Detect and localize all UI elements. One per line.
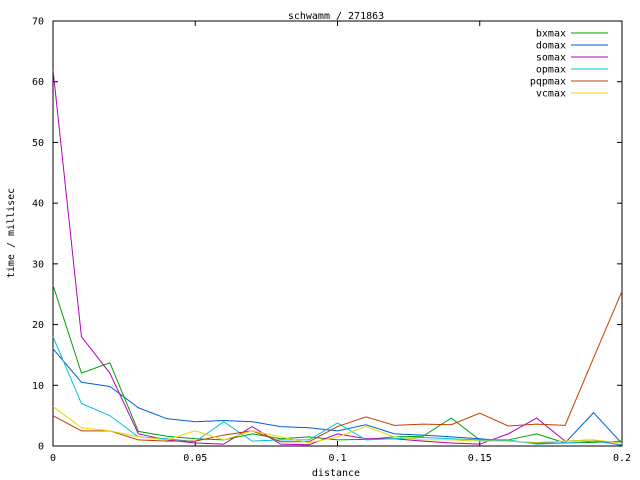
series-line-pqpmax: [52, 290, 623, 443]
series-line-bxmax: [52, 284, 623, 444]
series-line-opmax: [52, 336, 623, 446]
y-tick-label: 70: [32, 17, 44, 28]
legend-label-opmax: opmax: [536, 65, 566, 76]
series-line-vcmax: [52, 406, 623, 444]
legend-label-somax: somax: [536, 53, 566, 64]
y-tick-label: 10: [32, 381, 44, 392]
axis-ticks: 0 0.05 0.1 0.15 0.2 0 10 20 30 40 50 60 70: [32, 17, 631, 465]
x-axis-title: distance: [312, 468, 360, 479]
y-tick-label: 20: [32, 320, 44, 331]
chart-title: schwamm / 271863: [288, 11, 384, 22]
series-group: [52, 69, 623, 446]
x-tick-label: 0.15: [468, 453, 492, 464]
legend-label-pqpmax: pqpmax: [530, 77, 566, 88]
x-tick-label: 0.1: [328, 453, 346, 464]
legend-label-vcmax: vcmax: [536, 89, 566, 100]
legend-label-domax: domax: [536, 41, 566, 52]
x-tick-label: 0.05: [183, 453, 207, 464]
series-line-somax: [52, 69, 623, 446]
y-tick-label: 50: [32, 138, 44, 149]
series-line-domax: [52, 348, 623, 444]
legend-label-bxmax: bxmax: [536, 29, 566, 40]
y-tick-label: 0: [38, 442, 44, 453]
y-tick-label: 60: [32, 77, 44, 88]
x-tick-label: 0: [50, 453, 56, 464]
y-axis-title: time / millisec: [6, 188, 17, 278]
y-tick-label: 30: [32, 259, 44, 270]
y-tick-label: 40: [32, 199, 44, 210]
x-tick-label: 0.2: [613, 453, 631, 464]
